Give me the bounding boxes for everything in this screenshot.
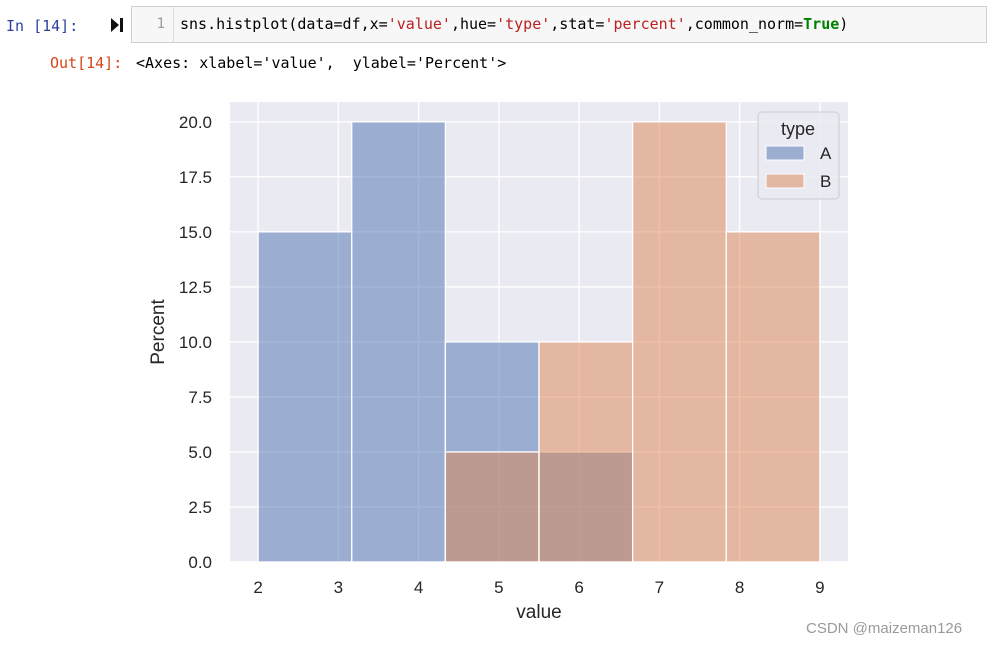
x-tick-label: 2 (253, 578, 262, 597)
y-tick-label: 10.0 (179, 333, 212, 352)
y-tick-label: 5.0 (188, 443, 212, 462)
y-tick-label: 17.5 (179, 168, 212, 187)
histogram-bar-b (538, 341, 634, 563)
y-tick-label: 12.5 (179, 278, 212, 297)
y-tick-label: 2.5 (188, 498, 212, 517)
legend-title: type (781, 119, 815, 139)
code-token: ,hue= (450, 15, 497, 33)
code-token: ,stat= (550, 15, 605, 33)
code-string-token: 'type' (496, 15, 551, 33)
y-tick-label: 0.0 (188, 553, 212, 572)
input-cell[interactable]: In [14]: 1 sns.histplot(data=df,x='value… (0, 6, 989, 44)
y-tick-label: 15.0 (179, 223, 212, 242)
code-editor[interactable]: 1 sns.histplot(data=df,x='value',hue='ty… (131, 6, 987, 43)
code-token: ) (839, 15, 849, 33)
legend: type AB (757, 111, 840, 200)
x-axis-label: value (516, 602, 561, 623)
code-token: sns.histplot(data=df,x= (180, 15, 388, 33)
x-tick-label: 7 (655, 578, 664, 597)
y-tick-label: 20.0 (179, 113, 212, 132)
x-tick-label: 3 (334, 578, 343, 597)
code-line[interactable]: sns.histplot(data=df,x='value',hue='type… (180, 7, 848, 42)
line-number: 1 (132, 7, 174, 42)
legend-label-a: A (820, 144, 832, 163)
x-tick-label: 6 (574, 578, 583, 597)
input-prompt: In [14]: (6, 17, 79, 35)
y-tick-label: 7.5 (188, 388, 212, 407)
histogram-bar-b (631, 121, 727, 563)
code-token: ,common_norm= (685, 15, 804, 33)
x-tick-label: 4 (414, 578, 423, 597)
y-axis-label: Percent (148, 299, 169, 365)
histogram-bar-b (725, 231, 821, 563)
x-tick-label: 5 (494, 578, 503, 597)
legend-label-b: B (820, 172, 831, 191)
code-string-token: 'value' (387, 15, 451, 33)
histogram-bar-a (257, 231, 353, 563)
output-text: <Axes: xlabel='value', ylabel='Percent'> (136, 54, 507, 72)
legend-swatch-a (765, 145, 805, 161)
output-prompt: Out[14]: (50, 54, 123, 72)
code-keyword-token: True (803, 15, 840, 33)
watermark: CSDN @maizeman126 (806, 620, 963, 637)
code-string-token: 'percent' (604, 15, 686, 33)
run-cell-icon[interactable] (109, 16, 125, 34)
x-tick-label: 9 (815, 578, 824, 597)
histogram-bar-b (444, 451, 540, 563)
histogram-bar-a (351, 121, 447, 563)
legend-swatch-b (765, 173, 805, 189)
x-tick-label: 8 (735, 578, 744, 597)
